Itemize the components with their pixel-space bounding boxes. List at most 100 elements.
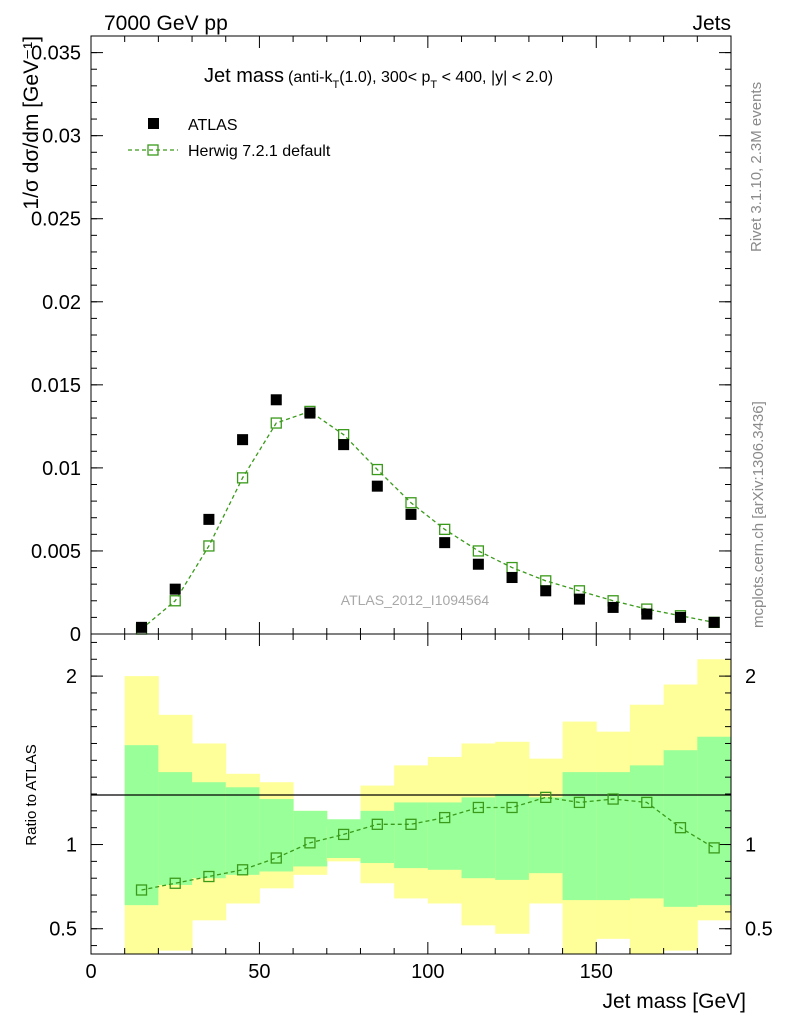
atlas-point [338, 439, 350, 451]
ratio-herwig-point [371, 818, 383, 830]
legend-atlas-marker [148, 118, 159, 129]
ratio-herwig-point [203, 870, 215, 883]
atlas-point [540, 585, 552, 597]
ratio-herwig-point [573, 796, 586, 809]
atlas-point [506, 572, 518, 584]
atlas-point [136, 621, 148, 633]
ratio-band-inner [697, 736, 732, 906]
atlas-point [607, 601, 619, 613]
main-y-tick-label: 0.025 [31, 209, 81, 231]
x-tick-label: 100 [411, 961, 444, 983]
ratio-herwig-point [674, 822, 687, 834]
atlas-point [237, 434, 249, 446]
atlas-point [439, 537, 451, 549]
atlas-point [674, 611, 686, 623]
atlas-point [304, 407, 316, 419]
ratio-band-inner [461, 797, 496, 879]
ratio-herwig-point [135, 884, 148, 896]
main-y-tick-label: 0.015 [31, 375, 81, 397]
ratio-band-inner [629, 765, 665, 899]
x-tick-label: 0 [85, 961, 96, 983]
main-y-tick-label: 0.02 [42, 292, 81, 314]
atlas-point [641, 608, 653, 620]
ratio-band-inner [528, 797, 564, 874]
atlas-point [270, 394, 282, 406]
herwig-point [472, 545, 485, 557]
ratio-band-inner [562, 772, 597, 901]
ratio-band-inner [259, 799, 294, 872]
x-axis-label: Jet mass [GeV] [602, 990, 746, 1013]
main-y-tick-label: 0.005 [31, 541, 81, 563]
ratio-y-tick-label: 1 [66, 835, 77, 857]
main-data-marks [135, 394, 720, 635]
ratio-herwig-point [405, 818, 417, 830]
ratio-band-inner [596, 772, 631, 901]
main-panel: 0 0.005 0.01 0.015 0.02 0.025 0.03 0.035 1/σ dσ… [20, 35, 732, 646]
ratio-y-tick-label-right: 0.5 [745, 919, 773, 941]
atlas-point [405, 508, 417, 520]
ratio-herwig-point [708, 842, 720, 854]
ratio-band-inner [192, 782, 227, 879]
ratio-y-axis: 0.5 0.5 1 1 2 2 [49, 641, 773, 947]
ratio-herwig-point [472, 801, 485, 814]
legend-herwig-label: Herwig 7.2.1 default [188, 143, 331, 160]
main-y-axis: 0 0.005 0.01 0.015 0.02 0.025 0.03 0.035 [31, 43, 731, 646]
header-right: Jets [692, 12, 731, 35]
ratio-y-label: Ratio to ATLAS [23, 744, 40, 845]
ratio-y-tick-label: 0.5 [49, 919, 77, 941]
main-frame [90, 35, 732, 635]
main-y-tick-label: 0.03 [42, 126, 81, 148]
ratio-herwig-point [169, 877, 181, 889]
atlas-point [371, 480, 383, 492]
header-left: 7000 GeV pp [104, 12, 228, 35]
ratio-band-inner [158, 772, 193, 885]
ratio-band-inner [225, 787, 260, 875]
ratio-data-marks [135, 791, 720, 896]
ratio-herwig-point [607, 793, 619, 805]
ratio-band-inner [124, 745, 159, 906]
ratio-band-inner [394, 802, 429, 869]
ratio-y-tick-label-right: 1 [745, 835, 756, 857]
ratio-herwig-point [439, 811, 451, 824]
atlas-point [203, 513, 215, 525]
atlas-point [169, 583, 181, 595]
side-label-rivet: Rivet 3.1.10, 2.3M events [748, 82, 765, 252]
ratio-herwig-point [236, 864, 249, 876]
ratio-herwig-point [540, 791, 552, 804]
herwig-point [405, 497, 417, 509]
ratio-band-inner [293, 810, 328, 867]
main-y-label: 1/σ dσ/dm [GeV⁻¹] [20, 36, 43, 210]
atlas-point [708, 616, 720, 628]
main-title: Jet mass (anti-kT(1.0), 300< pT < 400, |y… [204, 65, 553, 91]
ratio-x-axis: 0 50 100 150 [85, 634, 732, 983]
ratio-herwig-point [304, 837, 316, 849]
x-tick-label: 150 [580, 961, 613, 983]
ratio-band-inner [495, 794, 530, 880]
main-y-tick-label: 0 [70, 624, 81, 646]
main-y-tick-label: 0.01 [42, 458, 81, 480]
x-tick-label: 50 [248, 961, 270, 983]
herwig-point [371, 463, 383, 476]
main-x-axis-ticks [90, 36, 732, 634]
ratio-y-tick-label-right: 2 [745, 666, 756, 688]
herwig-point [236, 472, 249, 484]
ratio-herwig-point [337, 828, 350, 841]
ratio-herwig-point [506, 801, 518, 814]
main-y-tick-label: 0.035 [31, 43, 81, 65]
ratio-band-inner [326, 819, 361, 858]
analysis-watermark: ATLAS_2012_I1094564 [341, 592, 490, 608]
ratio-herwig-point [641, 796, 653, 809]
legend-herwig-marker [147, 144, 159, 156]
atlas-point [472, 558, 484, 570]
atlas-point [573, 593, 585, 605]
herwig-point [270, 417, 282, 429]
ratio-y-tick-label: 2 [66, 666, 77, 688]
ratio-herwig-point [270, 852, 282, 864]
legend: ATLAS Herwig 7.2.1 default [128, 117, 331, 160]
herwig-point [203, 540, 215, 552]
herwig-point [439, 523, 451, 535]
side-label-mcplots: mcplots.cern.ch [arXiv:1306.3436] [750, 401, 767, 628]
legend-atlas-label: ATLAS [188, 117, 238, 134]
ratio-panel: 0.5 0.5 1 1 2 2 0 50 100 150 Ratio to ATLAS Jet … [23, 633, 773, 1013]
